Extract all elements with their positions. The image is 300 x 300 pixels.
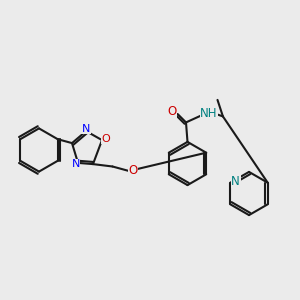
- Text: O: O: [128, 164, 137, 177]
- Text: NH: NH: [200, 107, 218, 121]
- Text: O: O: [101, 134, 110, 144]
- Text: N: N: [82, 124, 90, 134]
- Text: O: O: [168, 105, 177, 118]
- Text: N: N: [231, 175, 240, 188]
- Text: N: N: [71, 159, 80, 170]
